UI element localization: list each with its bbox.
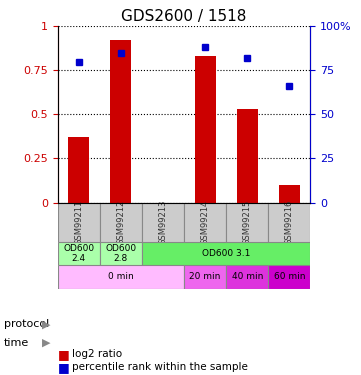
Text: 60 min: 60 min bbox=[274, 273, 305, 282]
Text: 0 min: 0 min bbox=[108, 273, 134, 282]
FancyBboxPatch shape bbox=[226, 265, 268, 289]
Bar bbox=[195, 56, 216, 202]
FancyBboxPatch shape bbox=[184, 202, 226, 242]
Text: log2 ratio: log2 ratio bbox=[72, 350, 122, 359]
Text: ■: ■ bbox=[58, 361, 70, 374]
Text: GSM99214: GSM99214 bbox=[201, 200, 210, 245]
FancyBboxPatch shape bbox=[58, 265, 184, 289]
Text: ▶: ▶ bbox=[42, 338, 50, 348]
FancyBboxPatch shape bbox=[100, 202, 142, 242]
Text: GSM99213: GSM99213 bbox=[158, 200, 168, 245]
Bar bbox=[68, 137, 90, 202]
Text: protocol: protocol bbox=[4, 320, 49, 329]
Text: percentile rank within the sample: percentile rank within the sample bbox=[72, 363, 248, 372]
Title: GDS2600 / 1518: GDS2600 / 1518 bbox=[121, 9, 247, 24]
Text: time: time bbox=[4, 338, 29, 348]
FancyBboxPatch shape bbox=[100, 242, 142, 265]
Text: GSM99216: GSM99216 bbox=[285, 200, 294, 245]
FancyBboxPatch shape bbox=[58, 202, 100, 242]
Bar bbox=[279, 185, 300, 202]
Text: ▶: ▶ bbox=[42, 320, 50, 329]
Text: ■: ■ bbox=[58, 348, 70, 361]
FancyBboxPatch shape bbox=[142, 202, 184, 242]
Text: OD600 3.1: OD600 3.1 bbox=[202, 249, 251, 258]
Bar bbox=[237, 109, 258, 202]
FancyBboxPatch shape bbox=[142, 242, 310, 265]
Text: GSM99211: GSM99211 bbox=[74, 200, 83, 245]
FancyBboxPatch shape bbox=[226, 202, 268, 242]
FancyBboxPatch shape bbox=[184, 265, 226, 289]
Text: OD600
2.4: OD600 2.4 bbox=[63, 244, 94, 263]
Text: OD600
2.8: OD600 2.8 bbox=[105, 244, 136, 263]
FancyBboxPatch shape bbox=[58, 242, 100, 265]
Text: GSM99215: GSM99215 bbox=[243, 200, 252, 245]
Bar bbox=[110, 40, 131, 203]
FancyBboxPatch shape bbox=[268, 202, 310, 242]
Text: 40 min: 40 min bbox=[232, 273, 263, 282]
FancyBboxPatch shape bbox=[268, 265, 310, 289]
Text: GSM99212: GSM99212 bbox=[117, 200, 125, 245]
Text: 20 min: 20 min bbox=[190, 273, 221, 282]
